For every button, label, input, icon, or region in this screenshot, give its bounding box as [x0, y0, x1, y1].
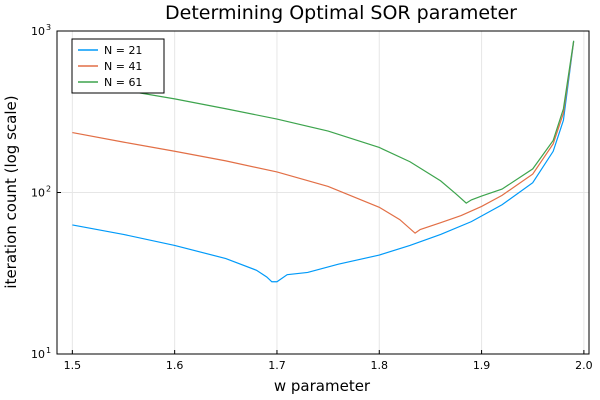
- x-axis-ticks: 1.5 1.6 1.7 1.8 1.9 2.0: [64, 350, 593, 372]
- series-line-2: [72, 41, 575, 234]
- y-tick-label: 10: [31, 348, 45, 361]
- y-tick-base: 10: [31, 348, 45, 361]
- legend-entry-label: N = 41: [104, 60, 142, 73]
- y-tick-base: 10: [31, 25, 45, 38]
- x-tick-label: 1.8: [371, 359, 389, 372]
- y-tick-label: 10: [31, 25, 45, 38]
- y-axis-label: iteration count (log scale): [2, 95, 20, 288]
- x-tick-label: 1.9: [473, 359, 491, 372]
- chart-title: Determining Optimal SOR parameter: [165, 2, 517, 24]
- y-tick-exponent: 3: [46, 23, 51, 32]
- legend: N = 21 N = 41 N = 61: [71, 38, 165, 94]
- x-tick-label: 2.0: [575, 359, 593, 372]
- series-layer: [72, 40, 575, 283]
- x-tick-label: 1.5: [64, 359, 82, 372]
- x-tick-label: 1.6: [166, 359, 184, 372]
- legend-entry-label: N = 61: [104, 76, 142, 89]
- series-line-3: [72, 40, 575, 204]
- legend-entry-label: N = 21: [104, 44, 142, 57]
- y-tick-base: 10: [31, 187, 45, 200]
- y-tick-exponent: 1: [46, 346, 51, 355]
- x-tick-label: 1.7: [268, 359, 286, 372]
- y-tick-exponent: 2: [46, 185, 51, 194]
- x-axis-label: w parameter: [274, 377, 371, 395]
- y-tick-label: 10: [31, 187, 45, 200]
- series-line-1: [72, 41, 575, 283]
